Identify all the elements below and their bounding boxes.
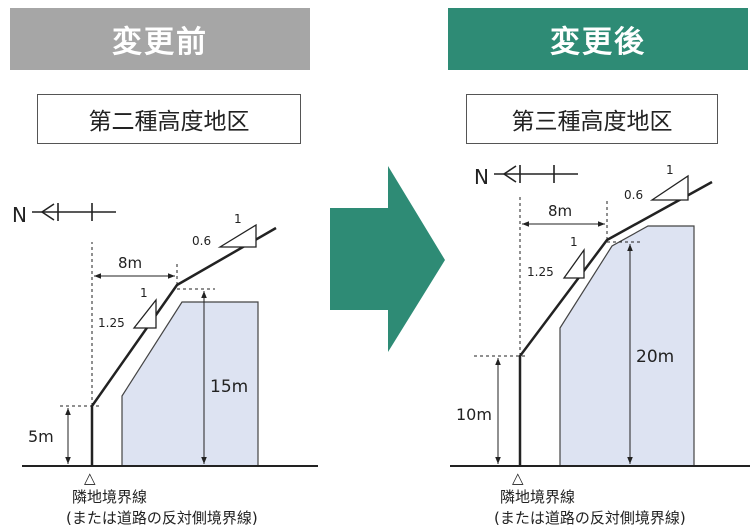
- before-building-height-label: 15m: [210, 377, 248, 397]
- before-lower-slope-triangle: [132, 298, 157, 329]
- change-arrow-icon: [330, 166, 445, 352]
- before-boundary-marker-icon: △: [84, 469, 96, 487]
- before-boundary-note: (または道路の反対側境界線): [66, 509, 258, 527]
- before-zone-label: 第二種高度地区: [37, 94, 301, 144]
- before-north-label: N: [12, 203, 27, 227]
- before-lower-rise-label: 1.25: [98, 316, 125, 330]
- after-north-label: N: [474, 165, 489, 189]
- after-offset-label: 8m: [548, 202, 572, 220]
- after-upper-rise-label: 0.6: [624, 188, 643, 202]
- after-zone-label: 第三種高度地区: [466, 94, 718, 144]
- after-header: 変更後: [448, 8, 748, 70]
- after-lower-slope-triangle: [562, 247, 585, 279]
- before-slope-line: [90, 226, 277, 466]
- after-slope-line: [518, 180, 713, 466]
- after-diagram: N 8m 10m 20m 1: [450, 163, 750, 527]
- before-base-height-label: 5m: [28, 427, 54, 446]
- before-building: [121, 301, 259, 467]
- after-lower-rise-label: 1.25: [527, 265, 554, 279]
- after-boundary-marker-icon: △: [512, 469, 524, 487]
- after-boundary-label: 隣地境界線: [500, 488, 575, 506]
- before-boundary-label: 隣地境界線: [72, 488, 147, 506]
- after-upper-slope-triangle: [649, 174, 689, 201]
- before-upper-slope-triangle: [217, 223, 257, 248]
- after-base-height-label: 10m: [456, 405, 492, 424]
- before-diagram: N 8m 5m 15m 1: [12, 203, 318, 527]
- after-lower-run-label: 1: [570, 235, 578, 249]
- before-north-arrow-icon: [32, 203, 116, 221]
- before-upper-rise-label: 0.6: [192, 234, 211, 248]
- before-offset-label: 8m: [118, 254, 142, 272]
- after-north-arrow-icon: [494, 165, 578, 183]
- after-upper-run-label: 1: [666, 163, 674, 177]
- before-lower-run-label: 1: [140, 286, 148, 300]
- before-header: 変更前: [10, 8, 310, 70]
- before-upper-run-label: 1: [234, 212, 242, 226]
- after-boundary-note: (または道路の反対側境界線): [494, 509, 686, 527]
- after-building-height-label: 20m: [636, 347, 674, 367]
